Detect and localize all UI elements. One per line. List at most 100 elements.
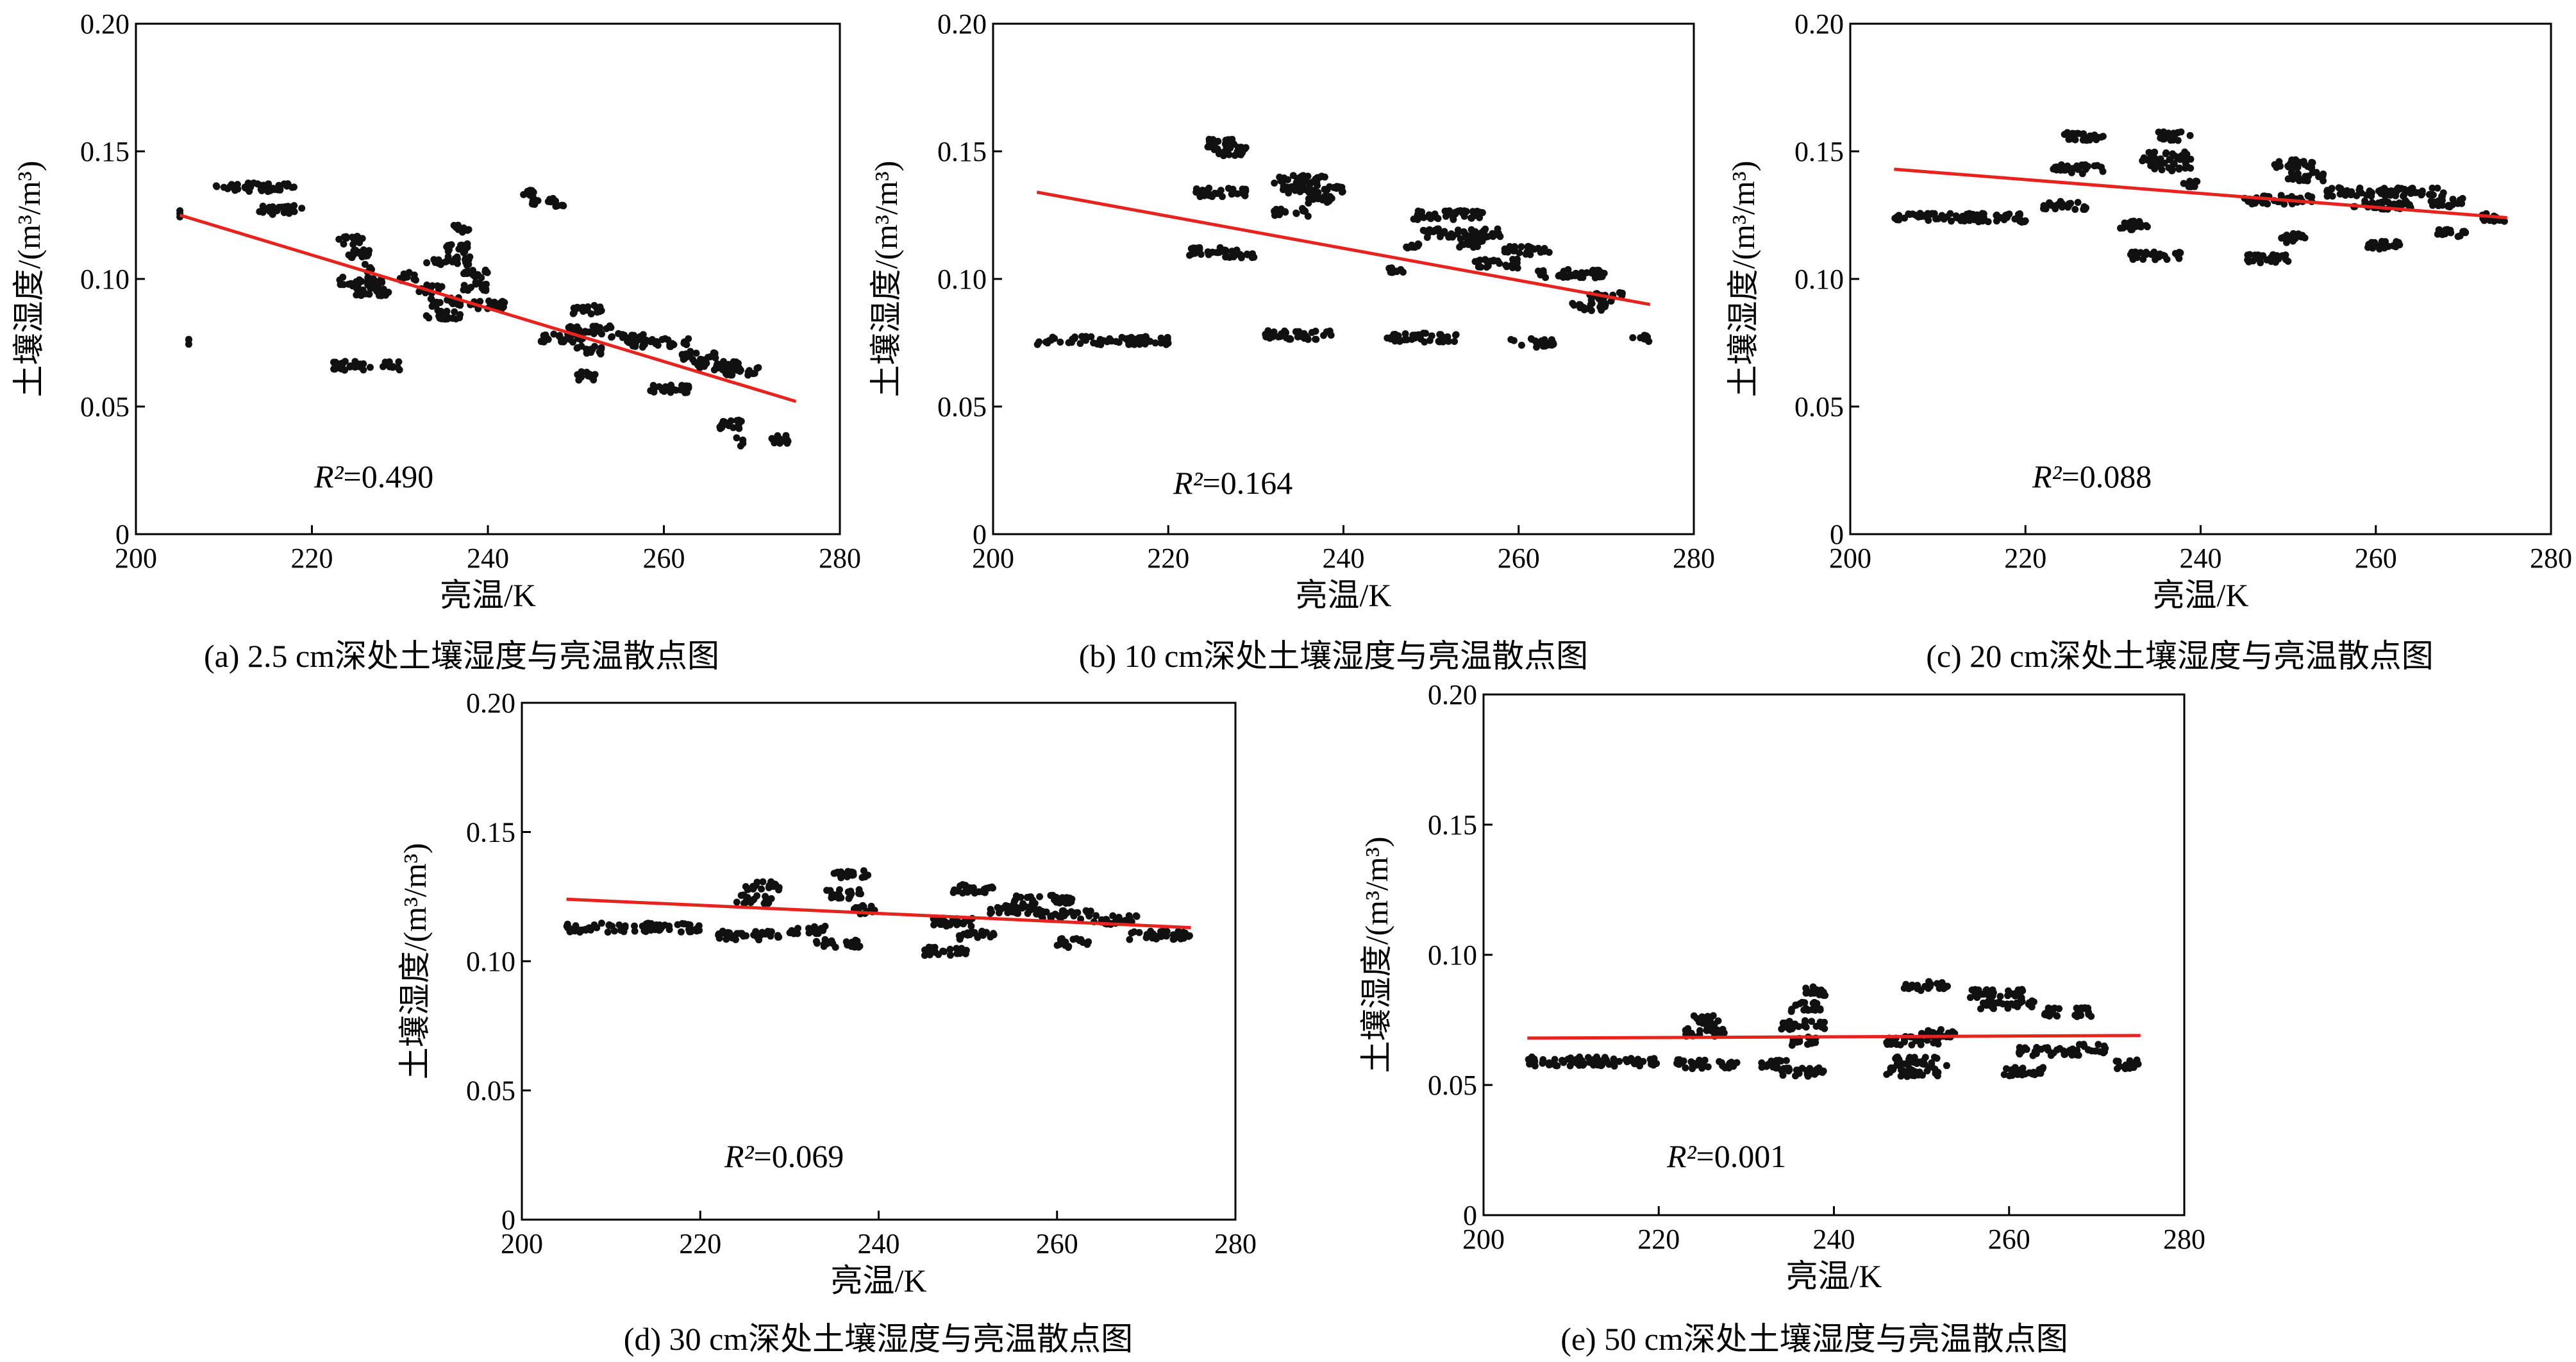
data-point (1595, 267, 1603, 274)
data-point (476, 298, 484, 305)
data-point (738, 930, 746, 937)
data-point (731, 932, 739, 939)
data-point (590, 330, 598, 337)
data-point (1576, 1053, 1584, 1061)
data-point (1489, 233, 1497, 240)
data-point (723, 936, 730, 943)
data-point (1484, 233, 1491, 240)
data-point (649, 382, 657, 389)
y-tick-label: 0.10 (466, 946, 515, 977)
data-point (1927, 1029, 1934, 1036)
data-point (1294, 333, 1301, 340)
data-point (1180, 929, 1187, 936)
data-point (1943, 1062, 1950, 1070)
data-point (1494, 225, 1501, 233)
panel-caption: (b) 10 cm深处土壤湿度与亮温散点图 (1079, 638, 1588, 674)
data-point (1109, 912, 1117, 920)
data-point (1482, 256, 1489, 264)
data-point (423, 259, 431, 267)
data-point (1518, 243, 1525, 251)
data-point (813, 939, 821, 947)
data-point (660, 385, 668, 393)
data-point (1457, 235, 1464, 243)
data-point (1426, 337, 1434, 344)
data-point (687, 928, 695, 936)
data-point (2059, 200, 2066, 208)
y-axis-label: 土壤湿度/(m³/m³) (1359, 837, 1394, 1073)
x-tick-label: 200 (1462, 1223, 1505, 1255)
data-point (1419, 330, 1427, 337)
x-tick-label: 280 (2163, 1223, 2205, 1255)
data-point (2382, 238, 2389, 246)
data-point (2171, 130, 2179, 138)
data-point (758, 885, 765, 893)
data-point (2161, 252, 2168, 260)
data-point (642, 337, 650, 344)
data-point (2490, 217, 2498, 225)
data-point (718, 424, 726, 432)
x-tick-label: 220 (1147, 542, 1189, 574)
data-point (1421, 338, 1428, 346)
data-point (596, 308, 603, 315)
x-axis-label: 亮温/K (1296, 577, 1392, 613)
y-tick-label: 0.20 (937, 8, 987, 40)
data-point (590, 921, 598, 929)
data-point (340, 281, 347, 289)
data-point (606, 322, 614, 330)
data-point (2427, 198, 2435, 205)
data-point (2186, 131, 2194, 139)
r2-symbol: R² (1666, 1138, 1697, 1174)
data-point (451, 308, 458, 315)
data-point (1719, 1025, 1727, 1033)
data-point (212, 182, 220, 190)
data-point (1893, 1054, 1900, 1061)
data-point (1162, 340, 1170, 348)
data-point (1577, 301, 1584, 308)
regression-line (1036, 190, 1651, 307)
data-point (2177, 128, 2185, 136)
data-point (1551, 1055, 1559, 1063)
data-point (226, 183, 234, 190)
data-point (2021, 1044, 2029, 1052)
data-point (1282, 329, 1290, 337)
data-point (746, 367, 753, 374)
data-point (438, 259, 446, 267)
data-point (845, 895, 853, 902)
data-point (356, 361, 364, 368)
data-point (1811, 989, 1818, 997)
data-point (1549, 340, 1557, 348)
data-point (2005, 987, 2012, 995)
panel-caption: (d) 30 cm深处土壤湿度与亮温散点图 (624, 1321, 1133, 1357)
data-point (1057, 897, 1064, 905)
data-point (2065, 202, 2073, 210)
data-point (1319, 195, 1327, 203)
data-point (1589, 269, 1596, 276)
data-point (573, 323, 581, 331)
data-point (1509, 256, 1517, 263)
data-point (395, 358, 403, 366)
data-point (1545, 249, 1553, 256)
data-point (1585, 305, 1592, 312)
data-point (2438, 196, 2446, 204)
data-point (2037, 1070, 2045, 1077)
data-point (1451, 338, 1459, 345)
data-point (1528, 1057, 1536, 1065)
data-point (680, 339, 688, 347)
x-tick-label: 200 (501, 1228, 543, 1259)
data-point (727, 417, 735, 425)
data-point (256, 181, 264, 189)
data-point (2416, 189, 2423, 196)
data-point (2051, 202, 2059, 210)
data-point (1911, 1068, 1919, 1075)
data-point (1240, 188, 1248, 196)
x-axis-label: 亮温/K (1786, 1258, 1882, 1294)
data-point (2292, 164, 2300, 171)
data-point (1163, 932, 1170, 940)
data-point (2259, 199, 2266, 207)
data-point (2008, 1000, 2015, 1007)
data-point (1501, 248, 1509, 256)
data-point (1214, 145, 1221, 153)
data-point (685, 335, 692, 342)
